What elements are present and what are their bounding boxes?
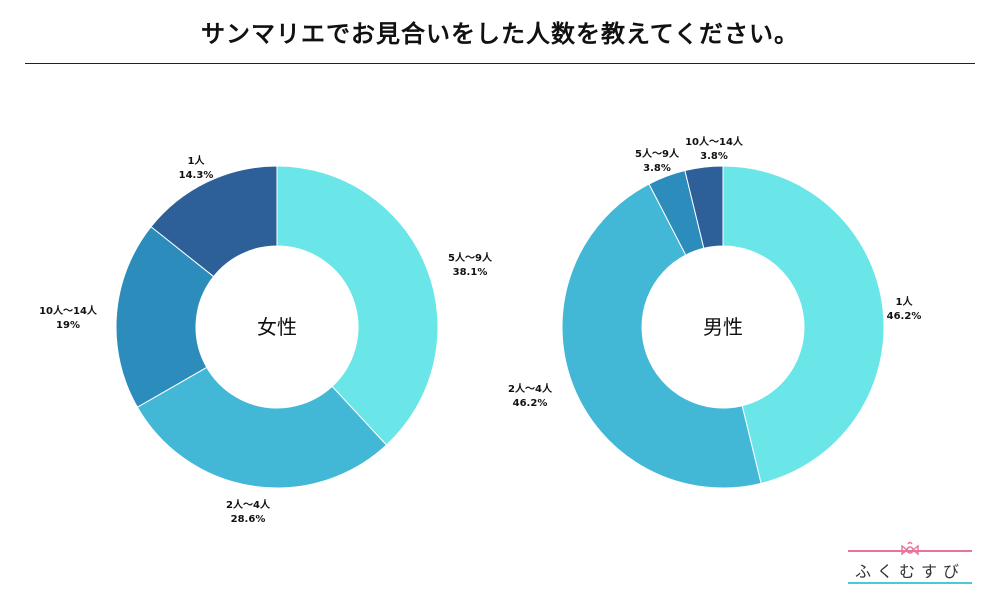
- slice-1: [722, 165, 885, 485]
- slice-value-1: 38.1%: [453, 267, 488, 278]
- slice-2: [561, 183, 762, 489]
- chart-title: サンマリエでお見合いをした人数を教えてください。: [200, 20, 800, 48]
- slice-value-4: 14.3%: [179, 170, 214, 181]
- donut-center-label: 男性: [703, 315, 743, 339]
- slice-label-1: 1人: [896, 295, 914, 308]
- slice-1: [276, 165, 439, 446]
- fukumusubi-logo: ふくむすび: [848, 538, 972, 586]
- slice-label-2: 2人～4人: [508, 382, 553, 395]
- slice-value-2: 46.2%: [513, 398, 548, 409]
- slice-2: [136, 366, 388, 489]
- slice-4: [150, 165, 278, 278]
- slice-label-4: 1人: [188, 154, 206, 167]
- knot-icon: [901, 541, 919, 556]
- donut-center-label: 女性: [257, 315, 297, 339]
- logo-top-line: [848, 550, 972, 552]
- title-divider: [25, 63, 975, 64]
- slice-value-1: 46.2%: [887, 311, 922, 322]
- slice-value-3: 3.8%: [643, 163, 671, 174]
- slice-3: [115, 226, 215, 408]
- slice-value-3: 19%: [56, 320, 80, 331]
- slice-label-4: 10人～14人: [685, 135, 744, 148]
- logo-text: ふくむすび: [854, 562, 965, 581]
- slice-label-3: 10人～14人: [39, 304, 98, 317]
- slice-4: [684, 165, 724, 249]
- logo-bottom-line: [848, 582, 972, 584]
- slice-label-1: 5人～9人: [448, 251, 493, 264]
- slice-value-2: 28.6%: [231, 514, 266, 525]
- slice-value-4: 3.8%: [700, 151, 728, 162]
- slice-label-3: 5人～9人: [635, 147, 680, 160]
- slice-label-2: 2人～4人: [226, 498, 271, 511]
